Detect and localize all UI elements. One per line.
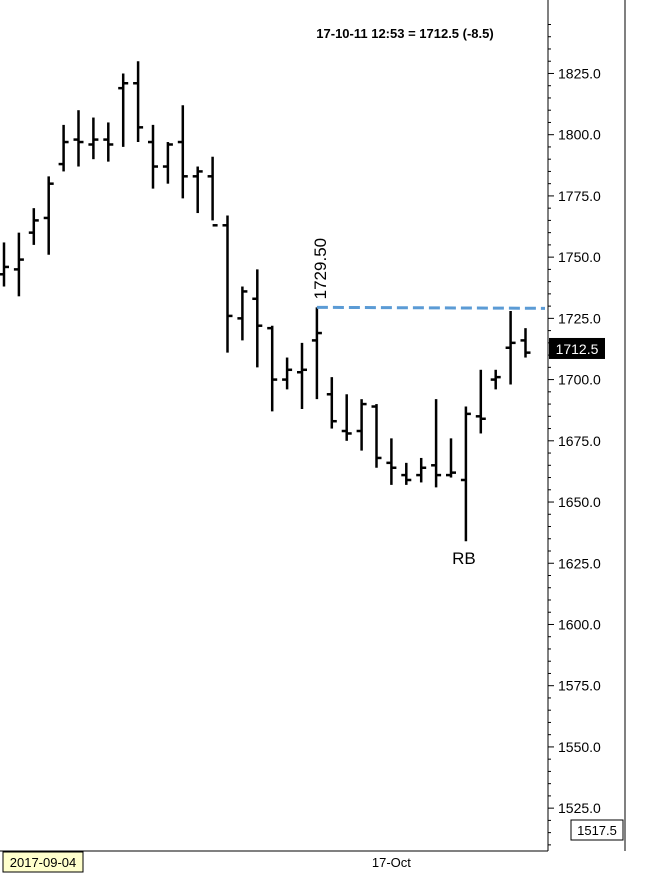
y-axis-tick-label: 1650.0 <box>558 494 601 510</box>
last-price-label: 1712.5 <box>556 341 599 357</box>
y-axis-tick-label: 1700.0 <box>558 372 601 388</box>
ohlc-bar <box>13 232 24 297</box>
ohlc-bar <box>282 357 293 390</box>
y-axis-tick-label: 1800.0 <box>558 127 601 143</box>
ohlc-bar <box>416 457 427 483</box>
ohlc-bar <box>490 369 501 390</box>
ohlc-bar <box>58 124 69 172</box>
bottom-price-tag: 1517.5 <box>570 819 624 841</box>
ohlc-bar <box>88 117 99 160</box>
ohlc-bar <box>520 328 531 358</box>
quote-header: 17-10-11 12:53 = 1712.5 (-8.5) <box>316 26 493 41</box>
y-axis: 1525.0 1550.0 1575.0 1600.0 1625.0 1650.0 1675… <box>548 23 601 846</box>
y-axis-tick-label: 1550.0 <box>558 739 601 755</box>
ohlc-bar <box>267 325 278 412</box>
ohlc-bar <box>371 404 382 468</box>
ohlc-bar <box>222 215 233 353</box>
y-axis-tick-label: 1675.0 <box>558 433 601 449</box>
ohlc-bar <box>237 286 248 341</box>
ohlc-bar <box>133 61 144 143</box>
ohlc-bar <box>103 122 114 162</box>
ohlc-bar <box>386 438 397 485</box>
ohlc-bar <box>475 369 486 434</box>
y-axis-tick-label: 1600.0 <box>558 616 601 632</box>
y-axis-tick-label: 1525.0 <box>558 800 601 816</box>
ohlc-bar <box>177 105 188 199</box>
x-axis-tick-label: 17-Oct <box>372 855 411 870</box>
y-axis-tick-label: 1750.0 <box>558 249 601 265</box>
start-date-tag: 2017-09-04 <box>2 851 84 873</box>
y-axis-tick-label: 1825.0 <box>558 65 601 81</box>
ohlc-bar <box>207 156 218 227</box>
ohlc-bar <box>118 73 129 147</box>
resistance-label: 1729.50 <box>311 238 330 299</box>
y-axis-tick-label: 1775.0 <box>558 188 601 204</box>
ohlc-bar <box>460 406 471 542</box>
ohlc-bar <box>356 399 367 451</box>
start-date-label: 2017-09-04 <box>10 855 77 870</box>
ohlc-bar <box>505 311 516 385</box>
price-bars <box>0 61 531 542</box>
ohlc-bar <box>446 438 456 478</box>
bottom-price-label: 1517.5 <box>577 823 617 838</box>
ohlc-bar <box>192 166 203 214</box>
resistance-line <box>316 305 546 310</box>
y-axis-tick-label: 1625.0 <box>558 555 601 571</box>
ohlc-bar <box>0 242 9 287</box>
ohlc-bar <box>162 142 173 184</box>
ohlc-bar <box>43 176 54 255</box>
ohlc-bar <box>311 307 322 400</box>
ohlc-bar <box>431 399 442 488</box>
y-axis-tick-label: 1725.0 <box>558 310 601 326</box>
ohlc-bar <box>148 124 158 189</box>
ohlc-bar <box>73 110 84 167</box>
ohlc-bar <box>401 462 412 485</box>
ohlc-bar <box>28 208 39 245</box>
y-axis-tick-label: 1575.0 <box>558 678 601 694</box>
ohlc-bar <box>326 377 337 429</box>
ohlc-bar <box>297 342 307 409</box>
ohlc-bar <box>341 394 352 441</box>
ohlc-bar <box>252 269 263 368</box>
rb-label: RB <box>452 549 476 568</box>
last-price-tag: 1712.5 <box>549 337 605 359</box>
